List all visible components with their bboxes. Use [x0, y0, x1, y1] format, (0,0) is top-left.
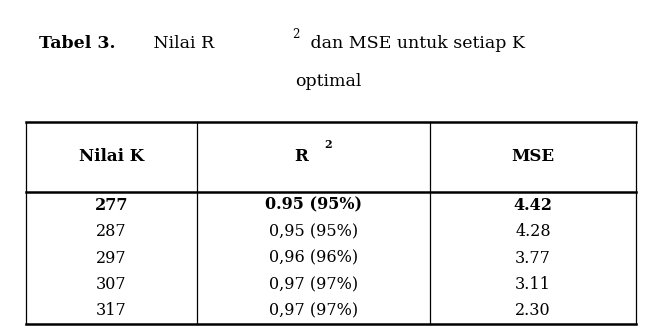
Text: 287: 287 [96, 223, 127, 240]
Text: 0,95 (95%): 0,95 (95%) [269, 223, 358, 240]
Text: 2: 2 [292, 28, 299, 41]
Text: 317: 317 [96, 302, 127, 319]
Text: 3.77: 3.77 [515, 249, 551, 267]
Text: 277: 277 [94, 197, 129, 214]
Text: 3.11: 3.11 [515, 276, 551, 293]
Text: Nilai K: Nilai K [79, 149, 144, 165]
Text: dan MSE untuk setiap K: dan MSE untuk setiap K [305, 35, 525, 52]
Text: 0,97 (97%): 0,97 (97%) [269, 276, 358, 293]
Text: 4.28: 4.28 [515, 223, 551, 240]
Text: 4.42: 4.42 [514, 197, 552, 214]
Text: 307: 307 [96, 276, 127, 293]
Text: MSE: MSE [512, 149, 554, 165]
Text: 0.95 (95%): 0.95 (95%) [265, 197, 361, 214]
Text: 2.30: 2.30 [515, 302, 551, 319]
Text: 2: 2 [324, 139, 331, 150]
Text: Tabel 3.: Tabel 3. [39, 35, 116, 52]
Text: 0,96 (96%): 0,96 (96%) [269, 249, 358, 267]
Text: R: R [295, 149, 308, 165]
Text: 0,97 (97%): 0,97 (97%) [269, 302, 358, 319]
Text: 297: 297 [96, 249, 127, 267]
Text: optimal: optimal [295, 73, 361, 91]
Text: Nilai R: Nilai R [148, 35, 214, 52]
